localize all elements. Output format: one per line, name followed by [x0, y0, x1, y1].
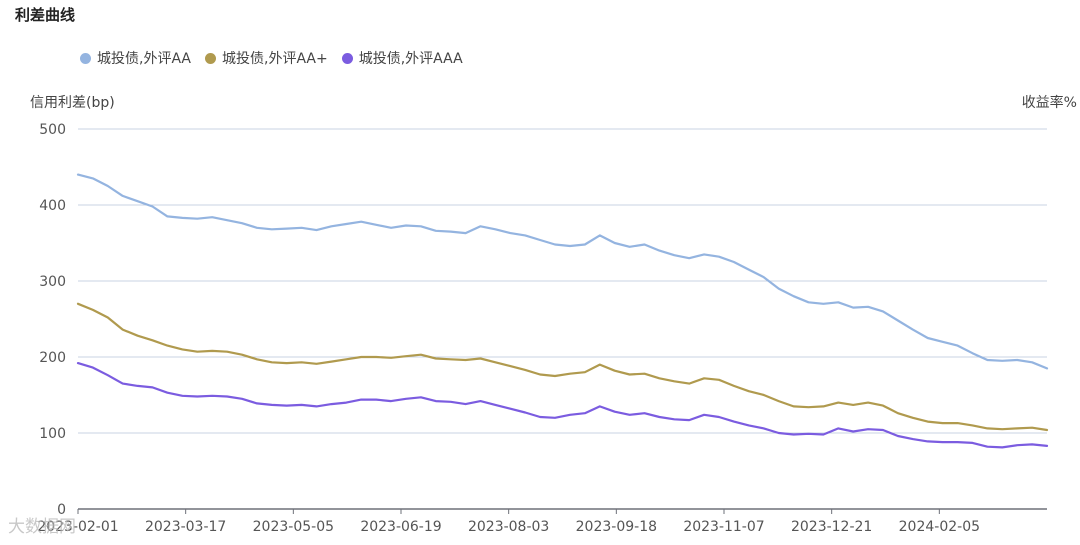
y-tick-label: 0 — [57, 502, 66, 518]
legend-dot-icon — [80, 52, 91, 64]
x-tick-label: 2023-05-05 — [253, 519, 334, 535]
x-tick-label: 2023-06-19 — [360, 519, 441, 535]
x-tick-label: 2023-03-17 — [145, 519, 226, 535]
x-tick-label: 2023-09-18 — [576, 519, 657, 535]
y-axis-label: 信用利差(bp) — [30, 95, 115, 111]
y-tick-label: 400 — [39, 198, 66, 214]
legend-label: 城投债,外评AAA — [358, 51, 463, 67]
series-line-2 — [76, 362, 1049, 449]
legend-label: 城投债,外评AA+ — [222, 51, 328, 67]
x-tick-label: 2023-02-01 — [37, 519, 118, 535]
x-tick-label: 2024-02-05 — [899, 519, 980, 535]
y-tick-label: 500 — [39, 122, 66, 138]
legend-item-aa-plus[interactable]: 城投债,外评AA+ — [205, 48, 328, 68]
series-line-1 — [76, 302, 1049, 432]
x-tick-label: 2023-11-07 — [683, 519, 764, 535]
y-tick-label: 100 — [39, 426, 66, 442]
watermark: 大数据网 — [8, 517, 76, 537]
y-tick-label: 300 — [39, 274, 66, 290]
y-axis-label-right: 收益率% — [1021, 95, 1077, 111]
legend: 城投债,外评AA 城投债,外评AA+ 城投债,外评AAA — [80, 48, 463, 68]
legend-item-aaa[interactable]: 城投债,外评AAA — [341, 48, 463, 68]
legend-label: 城投债,外评AA — [97, 51, 191, 67]
chart-title: 利差曲线 — [15, 6, 76, 24]
legend-dot-icon — [205, 52, 216, 64]
legend-item-aa[interactable]: 城投债,外评AA — [80, 48, 191, 68]
legend-dot-icon — [341, 52, 353, 64]
series-line-0 — [76, 173, 1049, 370]
x-tick-label: 2023-12-21 — [791, 519, 872, 535]
y-tick-label: 200 — [39, 350, 66, 366]
x-tick-label: 2023-08-03 — [468, 519, 549, 535]
